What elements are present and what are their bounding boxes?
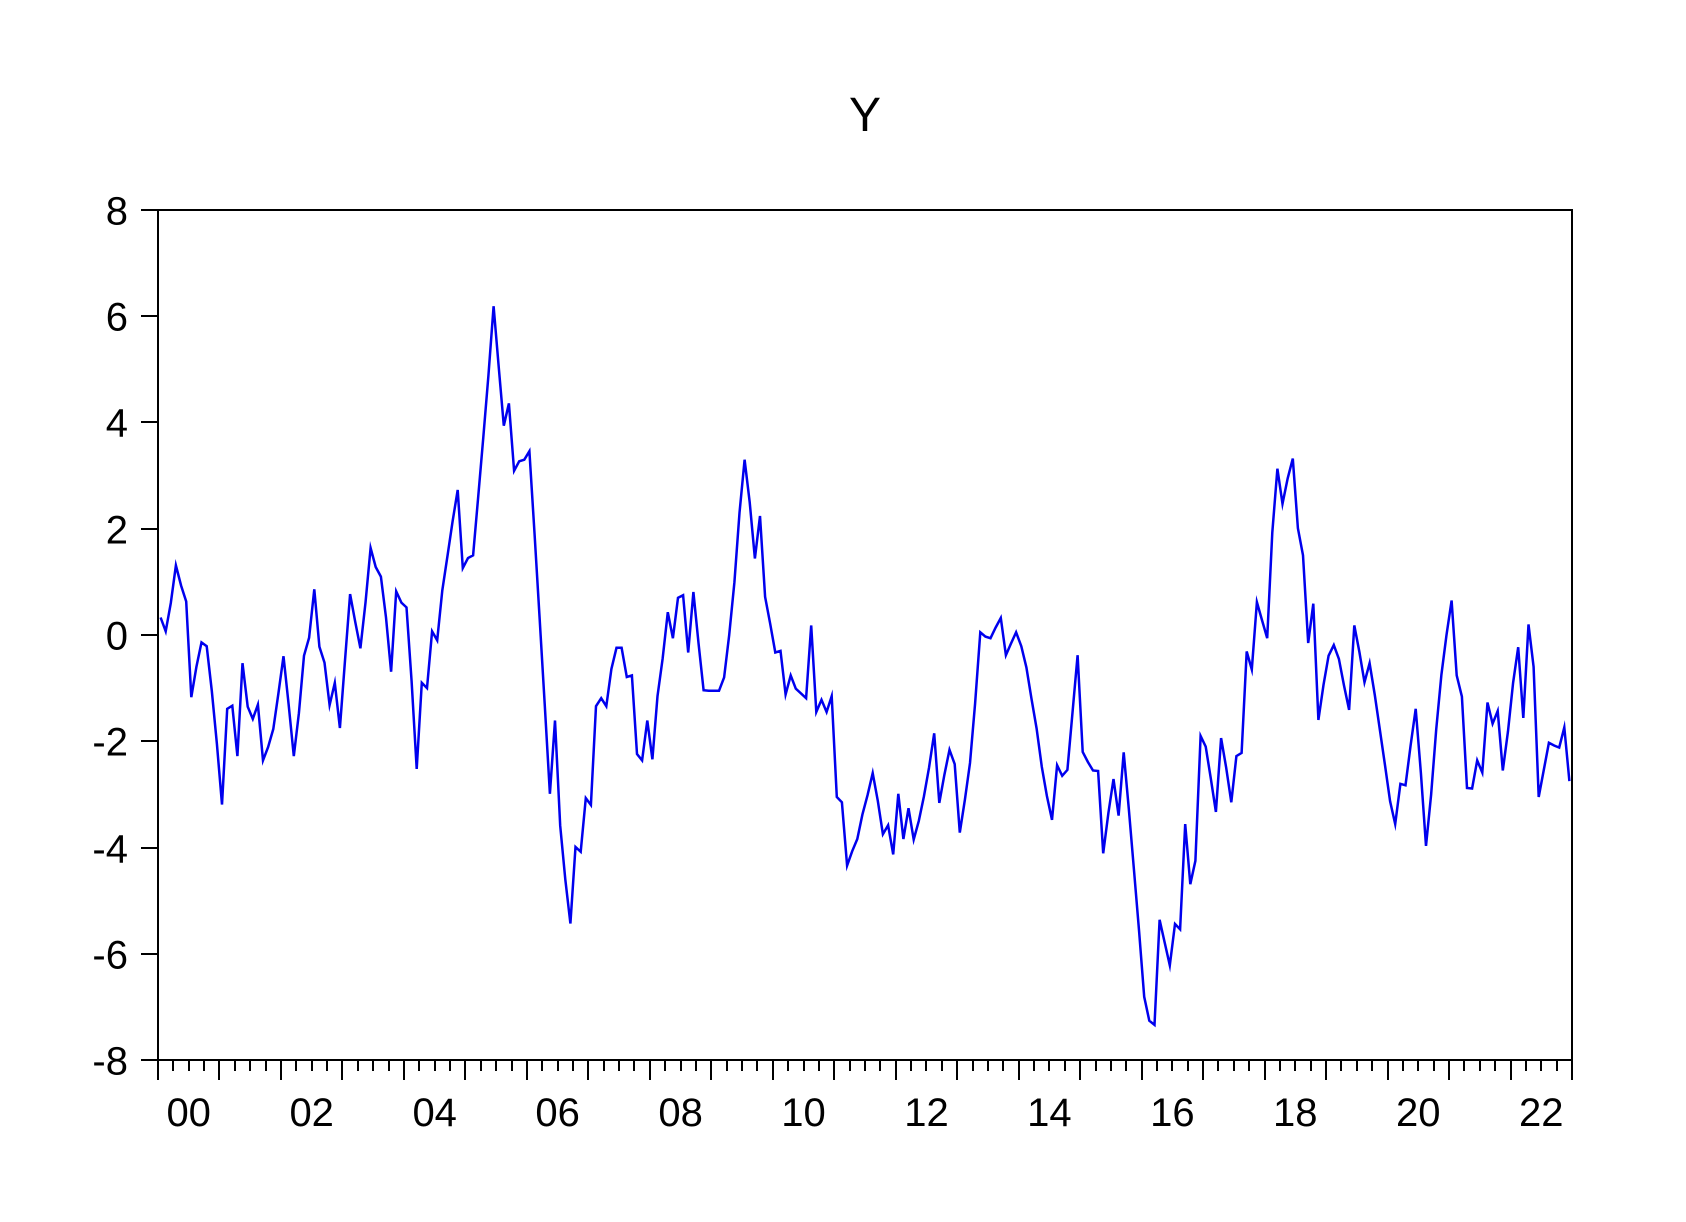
svg-text:-2: -2 (92, 720, 128, 764)
svg-text:-4: -4 (92, 827, 128, 871)
svg-text:2: 2 (106, 508, 128, 552)
svg-text:-6: -6 (92, 933, 128, 977)
svg-text:00: 00 (166, 1091, 211, 1135)
svg-text:0: 0 (106, 614, 128, 658)
svg-text:12: 12 (904, 1091, 949, 1135)
svg-text:18: 18 (1273, 1091, 1318, 1135)
svg-text:6: 6 (106, 295, 128, 339)
svg-text:14: 14 (1027, 1091, 1072, 1135)
svg-text:-8: -8 (92, 1039, 128, 1083)
svg-text:20: 20 (1396, 1091, 1441, 1135)
svg-text:04: 04 (412, 1091, 457, 1135)
svg-text:10: 10 (781, 1091, 826, 1135)
svg-text:06: 06 (535, 1091, 580, 1135)
svg-text:4: 4 (106, 401, 128, 445)
svg-text:02: 02 (289, 1091, 334, 1135)
svg-text:Y: Y (849, 89, 881, 142)
svg-text:8: 8 (106, 189, 128, 233)
svg-text:16: 16 (1150, 1091, 1195, 1135)
svg-text:08: 08 (658, 1091, 703, 1135)
svg-text:22: 22 (1519, 1091, 1564, 1135)
